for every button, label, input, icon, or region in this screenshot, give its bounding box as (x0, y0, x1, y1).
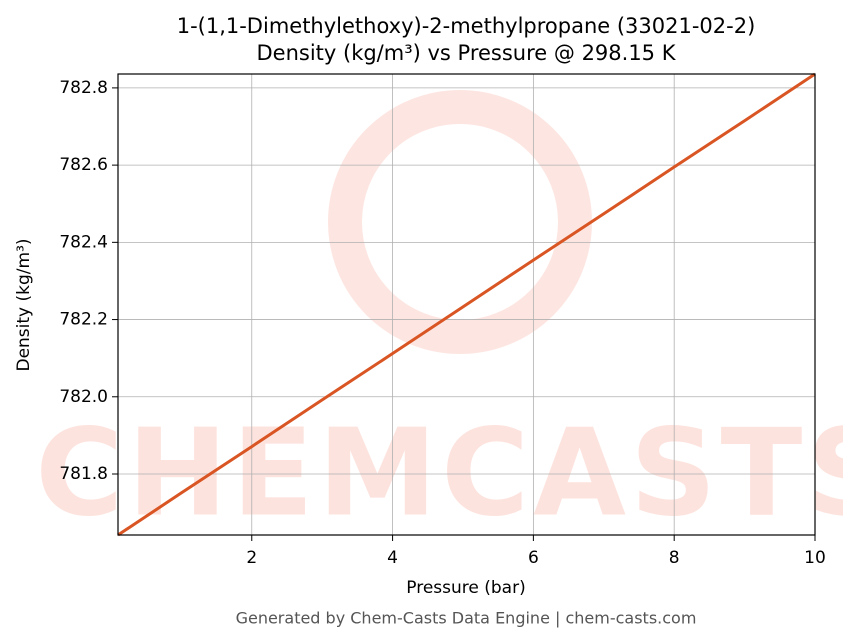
x-tick-label: 10 (804, 548, 826, 568)
y-tick-label: 782.8 (59, 78, 108, 98)
data-line (117, 72, 816, 537)
x-tick-label: 6 (528, 548, 539, 568)
x-tick-label: 4 (387, 548, 398, 568)
chart-subtitle: Density (kg/m³) vs Pressure @ 298.15 K (256, 41, 676, 65)
x-axis-label: Pressure (bar) (406, 578, 525, 598)
y-tick-label: 781.8 (59, 464, 108, 484)
footer: Generated by Chem-Casts Data Engine | ch… (236, 609, 697, 628)
x-tick-label: 2 (246, 548, 257, 568)
x-tick-label: 8 (669, 548, 680, 568)
plot-frame (117, 73, 816, 536)
y-tick-label: 782.0 (59, 387, 108, 407)
chart-title: 1-(1,1-Dimethylethoxy)-2-methylpropane (… (177, 14, 756, 38)
y-tick-label: 782.6 (59, 155, 108, 175)
watermark-logo (328, 90, 592, 354)
y-tick-label: 782.4 (59, 232, 108, 252)
y-axis-label: Density (kg/m³) (14, 238, 34, 371)
y-tick-label: 782.2 (59, 310, 108, 330)
